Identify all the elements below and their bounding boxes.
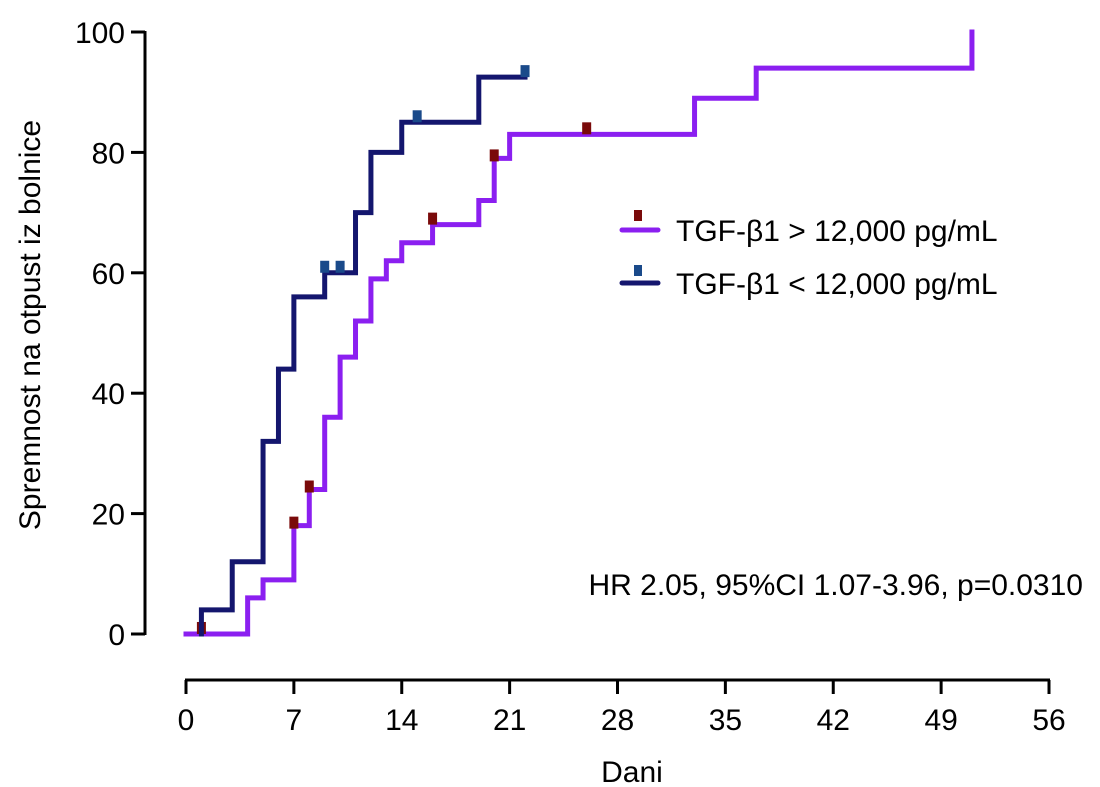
legend-label-low: TGF-β1 < 12,000 pg/mL	[676, 268, 998, 301]
y-tick-label: 40	[92, 378, 125, 411]
legend-censor-high	[634, 210, 642, 221]
censor-mark	[412, 110, 422, 123]
x-axis: 0 7 14 21 28 35 42 49 56	[178, 678, 1066, 737]
x-tick-label: 0	[178, 704, 195, 737]
legend: TGF-β1 > 12,000 pg/mL TGF-β1 < 12,000 pg…	[619, 210, 998, 301]
series-low-tgf	[198, 65, 530, 637]
x-tick-label: 21	[493, 704, 526, 737]
legend-item-low: TGF-β1 < 12,000 pg/mL	[619, 265, 998, 301]
x-axis-title: Dani	[601, 756, 663, 787]
censor-mark	[582, 122, 592, 135]
legend-item-high: TGF-β1 > 12,000 pg/mL	[619, 210, 998, 248]
y-tick-label: 0	[108, 619, 125, 652]
y-axis: 0 20 40 60 80 100	[75, 17, 147, 652]
step-curve	[183, 29, 975, 637]
series-layer	[183, 29, 975, 637]
censor-mark	[335, 260, 345, 273]
censor-mark	[428, 212, 438, 225]
censor-mark	[489, 149, 499, 162]
x-tick-label: 28	[601, 704, 634, 737]
y-tick-label: 20	[92, 499, 125, 532]
legend-label-high: TGF-β1 > 12,000 pg/mL	[676, 215, 998, 248]
series-high-tgf	[183, 29, 975, 637]
censor-mark	[320, 260, 330, 273]
censor-mark	[304, 480, 314, 493]
x-tick-label: 42	[817, 704, 850, 737]
legend-censor-low	[634, 265, 642, 276]
x-tick-label: 56	[1032, 704, 1065, 737]
x-tick-label: 7	[286, 704, 303, 737]
step-curve	[198, 74, 528, 637]
censor-mark	[289, 516, 299, 529]
y-tick-label: 100	[75, 17, 125, 50]
y-axis-title: Spremnost na otpust iz bolnice	[14, 120, 47, 530]
x-tick-label: 14	[385, 704, 418, 737]
hazard-ratio-annotation: HR 2.05, 95%CI 1.07-3.96, p=0.0310	[588, 569, 1083, 602]
censor-mark	[520, 65, 530, 78]
x-tick-label: 35	[709, 704, 742, 737]
y-tick-label: 80	[92, 137, 125, 170]
y-tick-label: 60	[92, 258, 125, 291]
x-tick-label: 49	[924, 704, 957, 737]
